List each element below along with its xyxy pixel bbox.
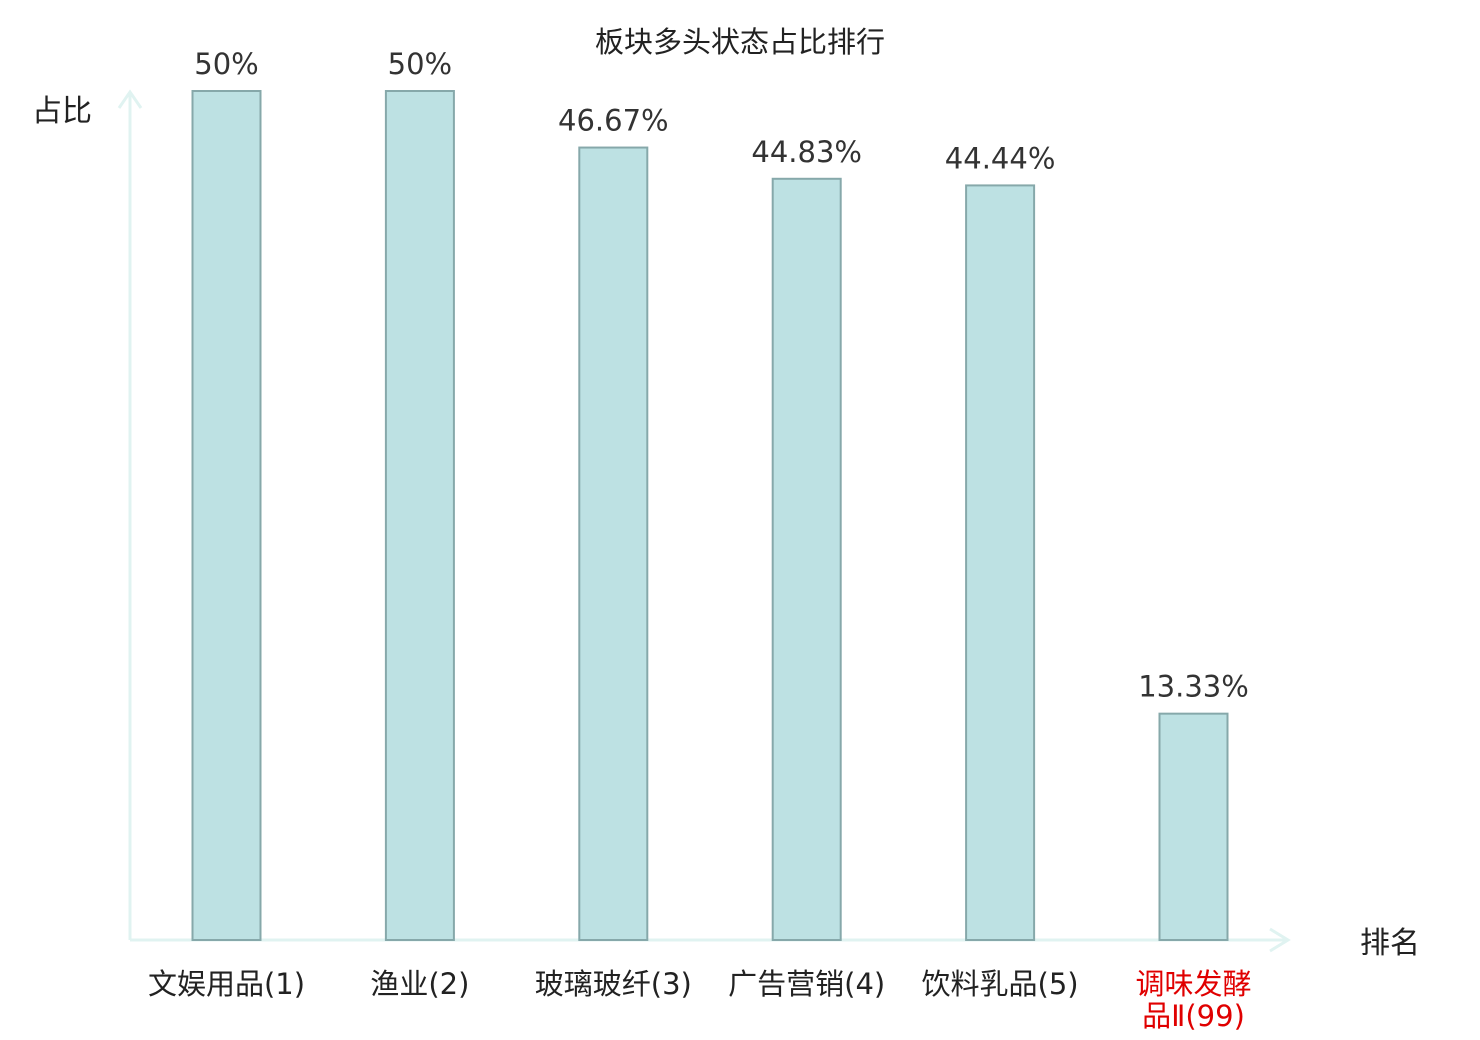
bar-value-label: 44.44% (945, 141, 1056, 175)
bar (1158, 712, 1229, 942)
bar (578, 146, 649, 941)
bar (191, 90, 262, 941)
bar-value-label: 50% (388, 47, 452, 81)
bars (191, 90, 1229, 942)
bar-value-label: 46.67% (558, 104, 669, 138)
bar-value-label: 44.83% (751, 135, 862, 169)
value-labels: 50% 50% 46.67% 44.83% 44.44% 13.33% (194, 47, 1249, 704)
x-axis-title: 排名 (1360, 926, 1420, 961)
x-tick-label: 品Ⅱ(99) (1142, 999, 1245, 1033)
x-tick-label: 调味发酵 (1135, 967, 1251, 1001)
x-tick-label: 玻璃玻纤(3) (535, 967, 692, 1001)
bar (384, 90, 455, 941)
x-axis-arrowhead (1269, 927, 1291, 953)
bar (771, 177, 842, 941)
x-tick-label: 文娱用品(1) (148, 967, 305, 1001)
bar (965, 184, 1036, 941)
axes (117, 89, 1291, 953)
y-axis-arrowhead (117, 89, 143, 109)
bar-value-label: 13.33% (1138, 670, 1249, 704)
y-axis-title: 占比 (32, 94, 92, 129)
x-tick-label: 广告营销(4) (728, 967, 885, 1001)
x-tick-label: 饮料乳品(5) (922, 967, 1079, 1001)
chart-title: 板块多头状态占比排行 (595, 25, 885, 59)
category-labels: 文娱用品(1) 渔业(2) 玻璃玻纤(3) 广告营销(4) 饮料乳品(5) 调味发酵品Ⅱ(… (148, 967, 1252, 1033)
bar-value-label: 50% (194, 47, 258, 81)
x-tick-label: 渔业(2) (370, 967, 469, 1001)
